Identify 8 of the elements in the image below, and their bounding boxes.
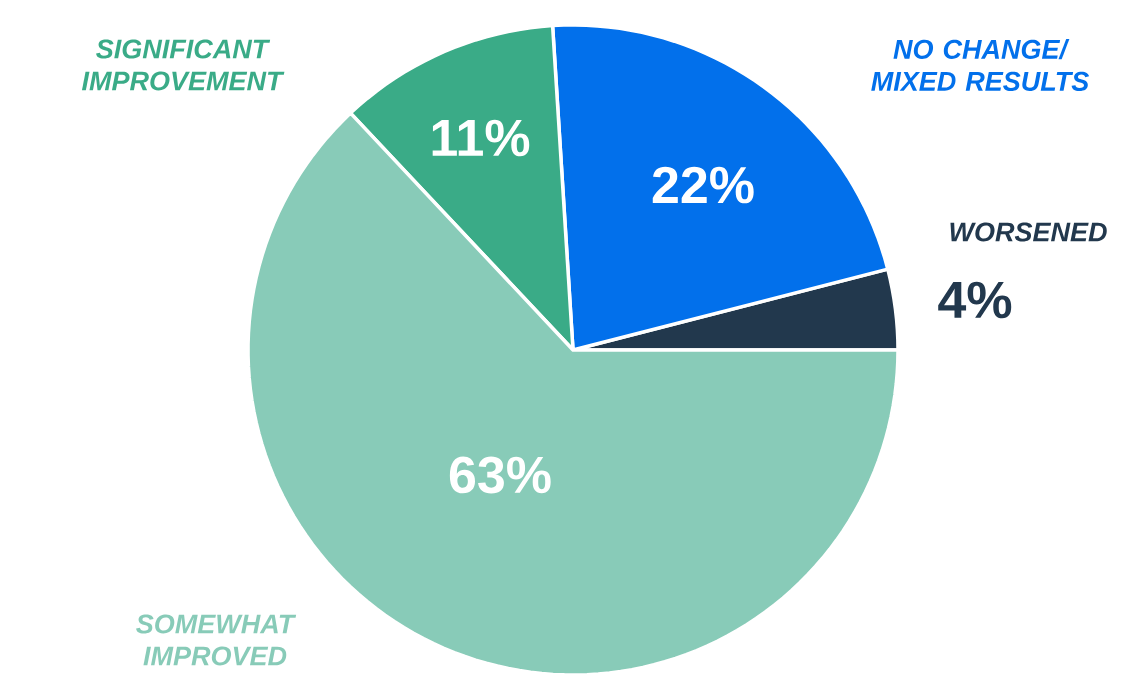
slice-label: NO CHANGE/ MIXED RESULTS: [871, 39, 1090, 91]
data-label: 11%: [432, 119, 530, 157]
data-label: 63%: [449, 456, 551, 494]
slice-label: WORSENED: [950, 222, 1107, 242]
slice-label: SOMEWHAT IMPROVED: [136, 614, 297, 666]
slice-label: SIGNIFICANT IMPROVEMENT: [81, 39, 285, 91]
data-label: 4%: [938, 281, 1012, 319]
data-label: 22%: [652, 166, 754, 204]
